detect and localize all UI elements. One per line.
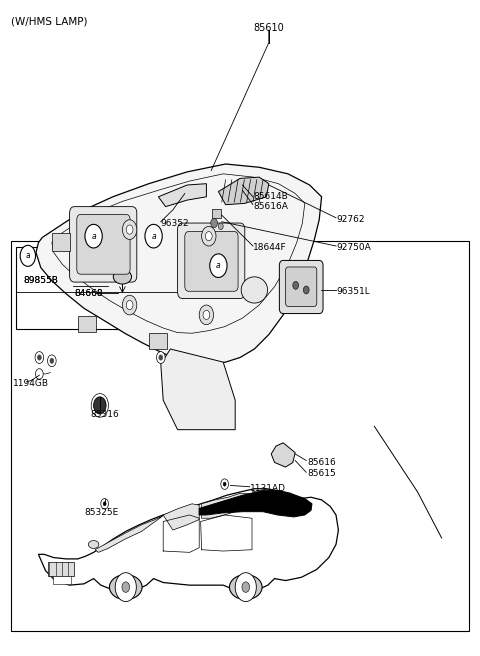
Circle shape (126, 300, 133, 310)
Text: 84668: 84668 (74, 289, 103, 298)
Text: a: a (216, 261, 221, 270)
Circle shape (210, 254, 227, 277)
Bar (78, 316, 96, 332)
Circle shape (126, 225, 133, 234)
Polygon shape (38, 489, 338, 592)
Polygon shape (252, 489, 289, 502)
Circle shape (37, 355, 41, 360)
Circle shape (103, 502, 106, 506)
Text: 1131AD: 1131AD (250, 484, 286, 493)
Circle shape (202, 226, 216, 246)
FancyBboxPatch shape (178, 223, 245, 298)
Ellipse shape (109, 575, 142, 600)
Circle shape (85, 224, 102, 248)
Ellipse shape (229, 575, 262, 600)
Circle shape (145, 224, 162, 248)
Circle shape (101, 499, 108, 509)
Circle shape (203, 310, 210, 319)
Circle shape (159, 355, 163, 360)
Bar (11, 241, 469, 631)
FancyBboxPatch shape (77, 215, 130, 274)
Bar (149, 333, 167, 349)
Text: 92762: 92762 (336, 215, 364, 224)
Circle shape (122, 582, 130, 592)
Circle shape (199, 305, 214, 325)
Bar (52, 233, 70, 251)
Circle shape (50, 358, 54, 363)
Circle shape (94, 397, 106, 414)
Text: 89855B: 89855B (23, 276, 58, 285)
Text: 18644F: 18644F (253, 243, 287, 253)
Polygon shape (158, 184, 206, 207)
Text: 85616A: 85616A (253, 202, 288, 211)
FancyBboxPatch shape (70, 207, 137, 282)
Circle shape (223, 482, 226, 486)
Circle shape (20, 245, 36, 266)
Text: 85316: 85316 (90, 410, 119, 419)
Text: 85614B: 85614B (253, 192, 288, 201)
Circle shape (48, 355, 56, 367)
Circle shape (205, 232, 212, 241)
Ellipse shape (241, 277, 268, 303)
Text: 92750A: 92750A (336, 243, 371, 253)
FancyBboxPatch shape (286, 267, 317, 306)
Circle shape (122, 295, 137, 315)
Polygon shape (95, 516, 163, 552)
Polygon shape (218, 177, 269, 205)
Text: 1194GB: 1194GB (13, 379, 49, 388)
Circle shape (122, 220, 137, 239)
Ellipse shape (88, 541, 99, 548)
Bar (48, 562, 74, 576)
Text: a: a (91, 232, 96, 241)
Text: 85615: 85615 (307, 469, 336, 478)
Circle shape (235, 573, 256, 602)
Text: 85616: 85616 (307, 458, 336, 467)
Text: 84668: 84668 (74, 289, 103, 298)
Polygon shape (202, 493, 250, 518)
Text: 85325E: 85325E (84, 508, 118, 518)
Polygon shape (199, 491, 312, 517)
Circle shape (221, 479, 228, 489)
FancyBboxPatch shape (185, 232, 238, 291)
Bar (16, 247, 193, 329)
Circle shape (293, 281, 299, 289)
Circle shape (115, 573, 136, 602)
Circle shape (35, 352, 44, 363)
Circle shape (211, 218, 217, 228)
FancyBboxPatch shape (279, 260, 323, 314)
Polygon shape (163, 504, 199, 530)
Text: a: a (151, 232, 156, 241)
Text: (W/HMS LAMP): (W/HMS LAMP) (11, 16, 87, 26)
Text: 89855B: 89855B (23, 276, 58, 285)
Text: a: a (25, 251, 30, 260)
Bar (53, 576, 71, 584)
Text: 96352: 96352 (161, 218, 190, 228)
Text: 96351L: 96351L (336, 287, 370, 297)
Circle shape (156, 352, 165, 363)
Polygon shape (271, 443, 295, 467)
Polygon shape (161, 349, 235, 430)
Ellipse shape (113, 270, 132, 284)
Circle shape (303, 286, 309, 294)
Bar (212, 209, 221, 218)
Text: 85610: 85610 (253, 23, 284, 33)
Polygon shape (36, 164, 322, 364)
Circle shape (242, 582, 250, 592)
Circle shape (218, 223, 223, 230)
Circle shape (36, 369, 43, 379)
